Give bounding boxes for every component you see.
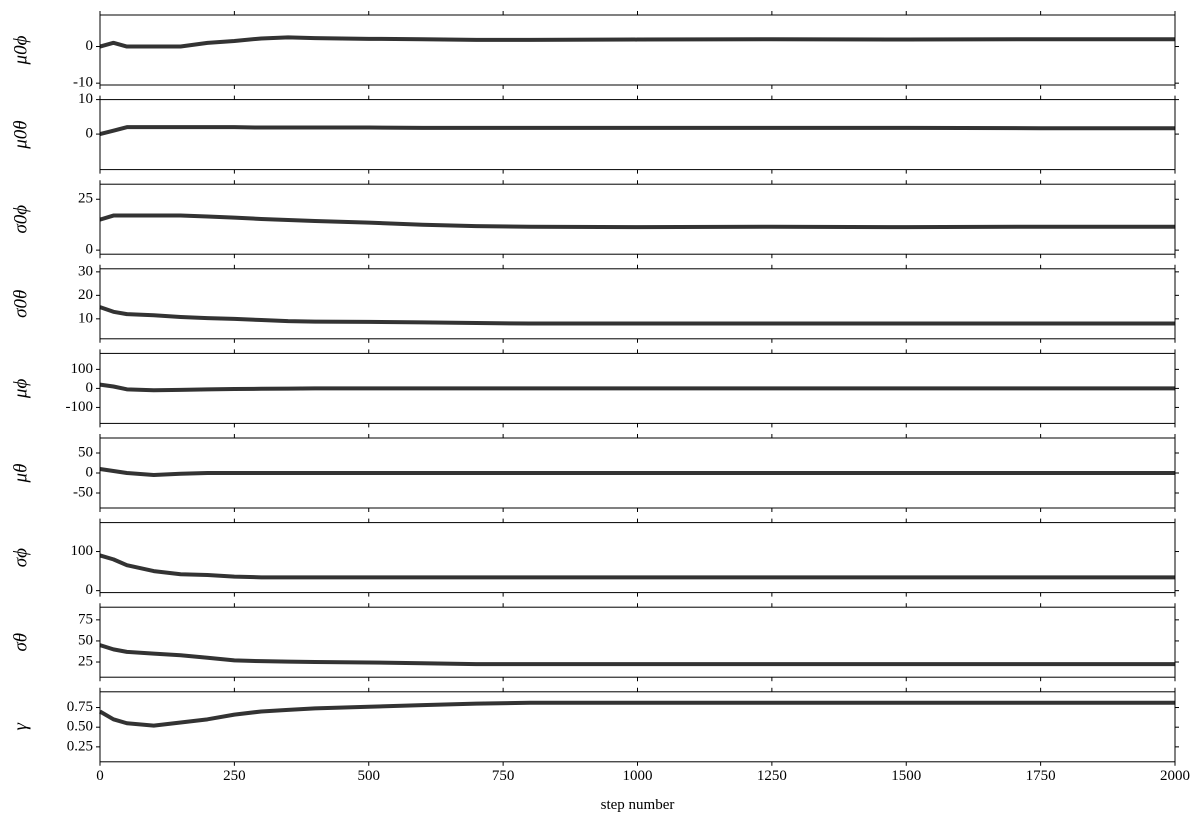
y-axis-label: μθ bbox=[10, 464, 31, 484]
plot-frame bbox=[99, 606, 1176, 678]
plot-frame bbox=[99, 99, 1176, 171]
y-tick-label: 10 bbox=[78, 310, 93, 326]
y-tick-label: 100 bbox=[71, 361, 94, 377]
y-axis-label: σϕ bbox=[10, 548, 31, 567]
x-tick-label: 0 bbox=[96, 768, 104, 784]
x-tick-label: 2000 bbox=[1160, 768, 1190, 784]
y-axis-label: σ0θ bbox=[10, 290, 31, 318]
x-tick-label: 750 bbox=[492, 768, 515, 784]
y-tick-label: 30 bbox=[78, 263, 93, 279]
y-tick-label: 0.75 bbox=[67, 699, 93, 715]
y-tick-label: 10 bbox=[78, 91, 93, 107]
y-axis-label: μϕ bbox=[10, 379, 31, 400]
trace-line bbox=[99, 35, 1175, 49]
y-tick-label: 0 bbox=[86, 38, 94, 54]
y-tick-label: 25 bbox=[78, 191, 93, 207]
y-axis-label: γ bbox=[10, 723, 31, 731]
trace-line bbox=[98, 700, 1175, 728]
y-axis-label: μ0θ bbox=[10, 120, 31, 149]
y-axis-label: σ0ϕ bbox=[10, 205, 31, 234]
y-tick-label: 0 bbox=[86, 126, 94, 142]
x-axis-label: step number bbox=[601, 797, 675, 813]
y-tick-label: -50 bbox=[73, 484, 93, 500]
y-tick-label: 100 bbox=[71, 543, 94, 559]
y-tick-label: -10 bbox=[73, 75, 93, 91]
trace-line bbox=[99, 553, 1175, 580]
y-tick-label: 50 bbox=[78, 444, 93, 460]
y-tick-label: 0 bbox=[86, 582, 94, 598]
x-tick-label: 500 bbox=[358, 768, 381, 784]
y-tick-label: 0.25 bbox=[67, 738, 93, 754]
y-axis-label: σθ bbox=[10, 633, 31, 652]
y-tick-label: 75 bbox=[78, 611, 93, 627]
trace-line bbox=[99, 382, 1175, 393]
trace-line bbox=[99, 125, 1175, 137]
x-tick-label: 1750 bbox=[1026, 768, 1056, 784]
trace-line bbox=[99, 213, 1175, 230]
plot-frame bbox=[99, 14, 1176, 86]
y-tick-label: 50 bbox=[78, 632, 93, 648]
y-tick-label: 0 bbox=[86, 242, 94, 258]
x-tick-label: 1000 bbox=[623, 768, 653, 784]
plot-frame bbox=[99, 268, 1176, 340]
x-tick-label: 1500 bbox=[891, 768, 921, 784]
y-tick-label: 0 bbox=[86, 464, 94, 480]
y-tick-label: 0 bbox=[86, 380, 94, 396]
x-tick-label: 250 bbox=[223, 768, 246, 784]
trace-line bbox=[99, 305, 1175, 326]
y-tick-label: 0.50 bbox=[67, 719, 93, 735]
y-tick-label: 20 bbox=[78, 287, 93, 303]
trace-line bbox=[99, 643, 1175, 667]
y-tick-label: -100 bbox=[66, 399, 94, 415]
y-axis-label: μ0ϕ bbox=[10, 35, 31, 65]
x-tick-label: 1250 bbox=[757, 768, 787, 784]
y-tick-label: 25 bbox=[78, 653, 93, 669]
plot-frame bbox=[99, 522, 1176, 594]
trace-line bbox=[99, 467, 1175, 477]
